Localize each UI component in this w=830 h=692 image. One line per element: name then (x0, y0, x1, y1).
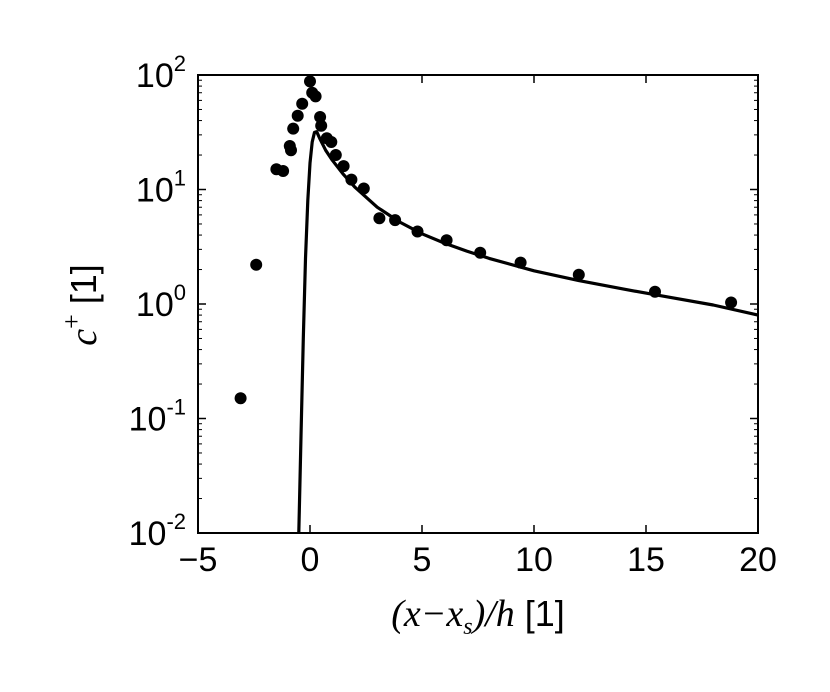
y-axis-label-unit: [1] (63, 264, 104, 314)
data-point (440, 234, 453, 247)
x-tick-label: 15 (627, 541, 665, 579)
plot-frame (197, 74, 759, 534)
data-point (325, 136, 338, 148)
data-point (474, 246, 487, 259)
data-point (277, 165, 290, 177)
data-point (725, 296, 738, 309)
data-point (389, 214, 402, 227)
data-point (315, 119, 328, 132)
data-point (572, 268, 585, 281)
data-point (296, 97, 309, 110)
data-point (287, 122, 300, 135)
y-tick-label: 10-2 (129, 509, 186, 553)
data-point (250, 258, 263, 271)
y-tick-label: 10-1 (129, 395, 186, 439)
data-point (373, 212, 386, 225)
x-tick-label: 5 (413, 541, 432, 579)
data-points-layer (234, 75, 738, 405)
x-axis-label-sub: s (463, 614, 472, 640)
data-point (649, 285, 661, 298)
y-tick-label: 102 (136, 51, 186, 95)
data-point (514, 256, 527, 269)
tick-labels-layer: −5 0 5 10 15 20 10-2 10-1 100 101 102 (129, 51, 777, 579)
x-tick-label: 10 (515, 541, 553, 579)
x-axis-label-math: (x−x (391, 593, 463, 635)
data-point (411, 225, 424, 238)
data-point (234, 392, 247, 405)
y-axis-label-math: c (63, 329, 105, 346)
ticks-layer (197, 74, 759, 534)
y-tick-label: 101 (136, 166, 186, 210)
data-point (314, 111, 327, 123)
x-tick-label: 20 (739, 541, 777, 579)
data-point (337, 160, 350, 173)
x-tick-label: 0 (301, 541, 320, 579)
data-point (309, 90, 322, 103)
data-point (291, 109, 304, 122)
y-axis-label: c+ [1] (57, 264, 105, 346)
x-axis-label: (x−xs)/h [1] (391, 593, 565, 640)
y-axis-label-sup: + (57, 314, 86, 329)
y-tick-label: 100 (136, 280, 186, 324)
x-tick-label: −5 (179, 541, 218, 579)
data-point (285, 144, 297, 157)
x-axis-label-math2: )/h (471, 593, 515, 635)
data-point (345, 173, 358, 186)
data-point (329, 149, 342, 161)
x-axis-label-unit: [1] (515, 593, 565, 634)
data-point (357, 182, 370, 195)
